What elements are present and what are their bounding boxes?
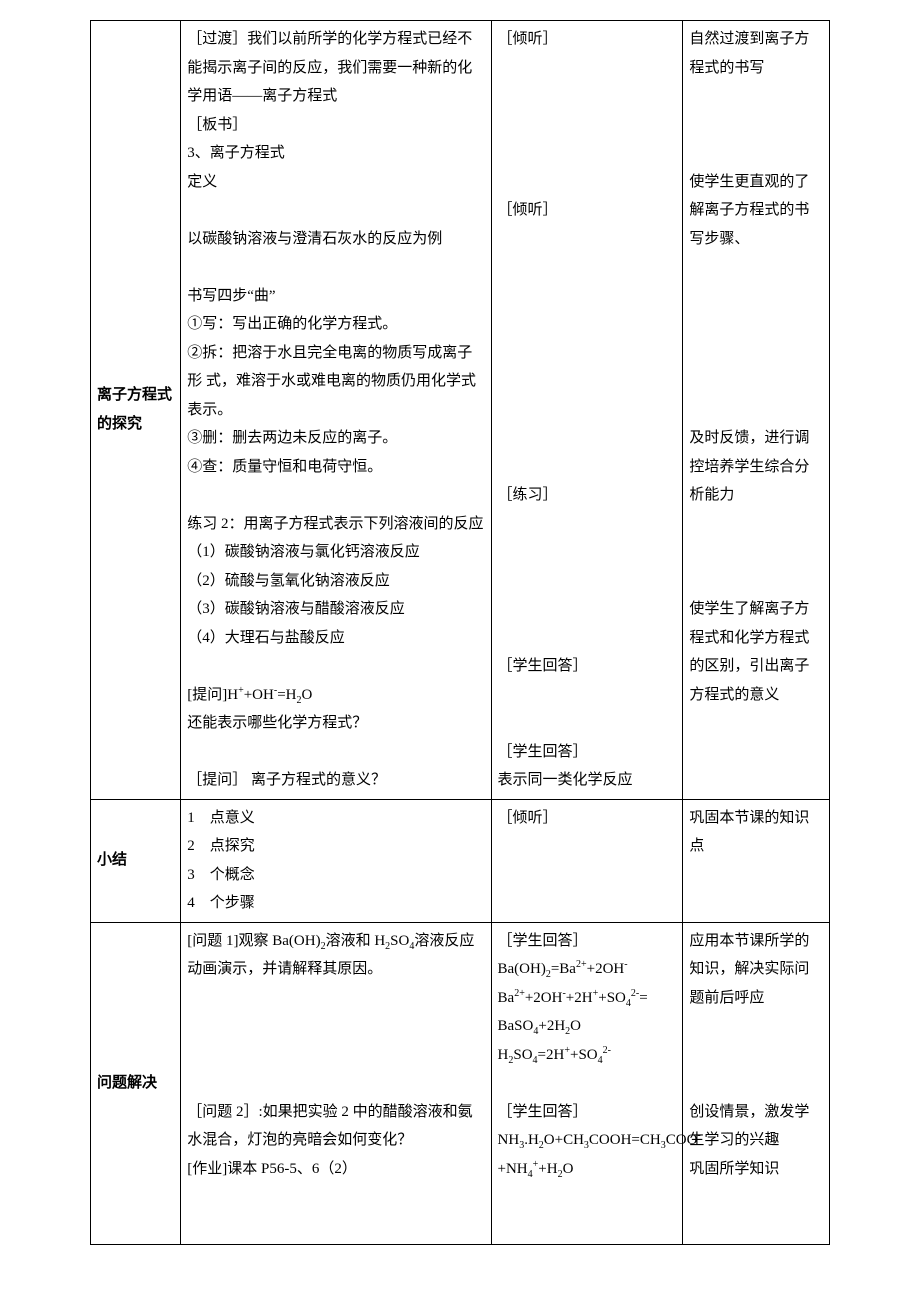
text: ［学生回答］ [498,738,677,767]
formula: H2SO4=2H++SO42- [498,1041,677,1070]
text: ［倾听］ [498,196,677,225]
text: [作业]课本 P56-5、6（2） [187,1155,484,1184]
formula: BaSO4+2H2O [498,1012,677,1041]
intent-cell: 应用本节课所学的知识，解决实际问题前后呼应 创设情景，激发学生学习的兴趣 巩固所… [683,922,830,1245]
formula: Ba(OH)2=Ba2++2OH- [498,955,677,984]
text: ［学生回答］ [498,927,677,956]
text: 以碳酸钠溶液与澄清石灰水的反应为例 [187,225,484,254]
text: （4）大理石与盐酸反应 [187,624,484,653]
text: ［学生回答］ [498,1098,677,1127]
formula: NH3.H2O+CH3COOH=CH3COO-+NH4++H2O [498,1126,677,1183]
text: 练习 2：用离子方程式表示下列溶液间的反应 [187,510,484,539]
row-head-solve: 问题解决 [91,922,181,1245]
teacher-cell: [问题 1]观察 Ba(OH)2溶液和 H2SO4溶液反应动画演示，并请解释其原… [181,922,491,1245]
student-cell: ［学生回答］ Ba(OH)2=Ba2++2OH- Ba2++2OH-+2H++S… [491,922,683,1245]
table-row: 小结 1 点意义 2 点探究 3 个概念 4 个步骤 ［倾听］ 巩固本节课的知识… [91,799,830,922]
text: ①写：写出正确的化学方程式。 [187,310,484,339]
intent-cell: 自然过渡到离子方程式的书写 使学生更直观的了解离子方程式的书写步骤、 及时反馈，… [683,21,830,800]
table-row: 问题解决 [问题 1]观察 Ba(OH)2溶液和 H2SO4溶液反应动画演示，并… [91,922,830,1245]
text: （2）硫酸与氢氧化钠溶液反应 [187,567,484,596]
table-row: 离子方程式的探究 ［过渡］我们以前所学的化学方程式已经不能揭示离子间的反应，我们… [91,21,830,800]
text: 4 个步骤 [187,889,484,918]
text: 使学生更直观的了解离子方程式的书写步骤、 [689,168,823,254]
formula: [问题 1]观察 Ba(OH)2溶液和 H2SO4溶液反应动画演示，并请解释其原… [187,927,484,984]
text: ［板书］ [187,111,484,140]
text: 还能表示哪些化学方程式？ [187,709,484,738]
text: ③删：删去两边未反应的离子。 [187,424,484,453]
text: 1 点意义 [187,804,484,833]
text: ［倾听］ [498,804,677,833]
teacher-cell: ［过渡］我们以前所学的化学方程式已经不能揭示离子间的反应，我们需要一种新的化学用… [181,21,491,800]
intent-cell: 巩固本节课的知识点 [683,799,830,922]
text: 自然过渡到离子方程式的书写 [689,25,823,82]
text: ［学生回答］ [498,652,677,681]
student-cell: ［倾听］ [491,799,683,922]
formula: Ba2++2OH-+2H++SO42-= [498,984,677,1013]
row-head-summary: 小结 [91,799,181,922]
text: 3、离子方程式 [187,139,484,168]
text: 3 个概念 [187,861,484,890]
text: 巩固所学知识 [689,1155,823,1184]
text: 及时反馈，进行调控培养学生综合分析能力 [689,424,823,510]
teacher-cell: 1 点意义 2 点探究 3 个概念 4 个步骤 [181,799,491,922]
text: ［倾听］ [498,25,677,54]
text: ④查：质量守恒和电荷守恒。 [187,453,484,482]
text: 定义 [187,168,484,197]
text: 书写四步“曲” [187,282,484,311]
student-cell: ［倾听］ ［倾听］ ［练习］ ［学生回答］ ［学生回答］ 表示同一类化学反应 [491,21,683,800]
text: ［过渡］我们以前所学的化学方程式已经不能揭示离子间的反应，我们需要一种新的化学用… [187,25,484,111]
row-head-ionic: 离子方程式的探究 [91,21,181,800]
text: ［练习］ [498,481,677,510]
text: ［问题 2］:如果把实验 2 中的醋酸溶液和氨水混合，灯泡的亮暗会如何变化？ [187,1098,484,1155]
text: ②拆：把溶于水且完全电离的物质写成离子形 式，难溶于水或难电离的物质仍用化学式表… [187,339,484,425]
text: 2 点探究 [187,832,484,861]
text: （1）碳酸钠溶液与氯化钙溶液反应 [187,538,484,567]
text: 巩固本节课的知识点 [689,804,823,861]
formula: [提问]H++OH-=H2O [187,681,484,710]
text: ［提问］ 离子方程式的意义？ [187,766,484,795]
text: 使学生了解离子方程式和化学方程式的区别，引出离子方程式的意义 [689,595,823,709]
text: 表示同一类化学反应 [498,766,677,795]
text: （3）碳酸钠溶液与醋酸溶液反应 [187,595,484,624]
text: 应用本节课所学的知识，解决实际问题前后呼应 [689,927,823,1013]
text: 创设情景，激发学生学习的兴趣 [689,1098,823,1155]
lesson-plan-table: 离子方程式的探究 ［过渡］我们以前所学的化学方程式已经不能揭示离子间的反应，我们… [90,20,830,1245]
